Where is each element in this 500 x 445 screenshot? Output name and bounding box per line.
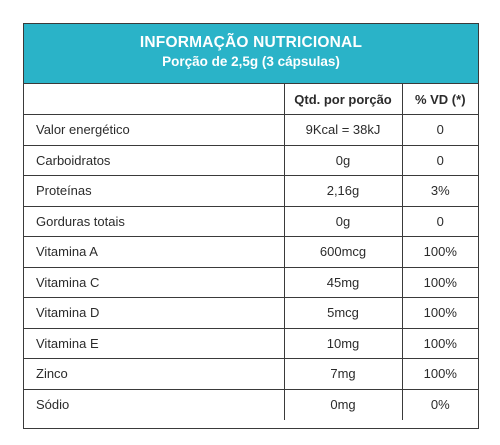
- serving-size-subtitle: Porção de 2,5g (3 cápsulas): [162, 54, 340, 69]
- nutrient-name: Vitamina E: [24, 327, 285, 359]
- nutrient-name: Valor energético: [24, 114, 285, 146]
- nutrient-name: Vitamina A: [24, 236, 285, 268]
- nutrient-qty: 0g: [283, 205, 403, 237]
- table-row: Zinco 7mg 100%: [24, 358, 478, 390]
- nutrient-qty: 45mg: [283, 266, 403, 298]
- nutrient-name: Proteínas: [24, 175, 285, 207]
- table-row: Vitamina C 45mg 100%: [24, 266, 478, 298]
- nutrient-qty: 9Kcal = 38kJ: [283, 114, 403, 146]
- nutrient-name: Sódio: [24, 388, 285, 420]
- table-row: Sódio 0mg 0%: [24, 388, 478, 420]
- nutrition-facts-panel: INFORMAÇÃO NUTRICIONAL Porção de 2,5g (3…: [23, 23, 479, 429]
- nutrient-vd: 0: [401, 205, 478, 237]
- table-row: Vitamina D 5mcg 100%: [24, 297, 478, 329]
- nutrient-vd: 0: [401, 144, 478, 176]
- nutrient-qty: 2,16g: [283, 175, 403, 207]
- nutrient-name: Vitamina D: [24, 297, 285, 329]
- nutrient-vd: 0: [401, 114, 478, 146]
- nutrition-title: INFORMAÇÃO NUTRICIONAL: [139, 34, 363, 51]
- table-row: Vitamina A 600mcg 100%: [24, 236, 478, 268]
- table-row: Vitamina E 10mg 100%: [24, 327, 478, 359]
- nutrient-qty: 0mg: [283, 388, 403, 420]
- nutrition-header: INFORMAÇÃO NUTRICIONAL Porção de 2,5g (3…: [24, 24, 478, 84]
- nutrient-qty: 10mg: [283, 327, 403, 359]
- nutrient-vd: 100%: [401, 358, 478, 390]
- nutrient-vd: 100%: [401, 327, 478, 359]
- table-row: Valor energético 9Kcal = 38kJ 0: [24, 114, 478, 146]
- column-header-qty: Qtd. por porção: [283, 84, 403, 115]
- nutrient-qty: 600mcg: [283, 236, 403, 268]
- table-row: Proteínas 2,16g 3%: [24, 175, 478, 207]
- nutrient-name: Carboidratos: [24, 144, 285, 176]
- table-header-row: Qtd. por porção % VD (*): [24, 84, 478, 115]
- nutrient-name: Gorduras totais: [24, 205, 285, 237]
- table-row: Gorduras totais 0g 0: [24, 205, 478, 237]
- nutrient-name: Vitamina C: [24, 266, 285, 298]
- nutrient-qty: 7mg: [283, 358, 403, 390]
- column-header-vd: % VD (*): [401, 84, 478, 115]
- nutrient-name: Zinco: [24, 358, 285, 390]
- nutrient-vd: 0%: [401, 388, 478, 420]
- nutrient-vd: 100%: [401, 236, 478, 268]
- table-row: Carboidratos 0g 0: [24, 144, 478, 176]
- nutrient-vd: 100%: [401, 297, 478, 329]
- nutrient-qty: 5mcg: [283, 297, 403, 329]
- nutrition-table: Qtd. por porção % VD (*) Valor energétic…: [24, 84, 478, 420]
- nutrient-vd: 3%: [401, 175, 478, 207]
- column-header-nutrient: [24, 84, 285, 115]
- nutrient-vd: 100%: [401, 266, 478, 298]
- nutrient-qty: 0g: [283, 144, 403, 176]
